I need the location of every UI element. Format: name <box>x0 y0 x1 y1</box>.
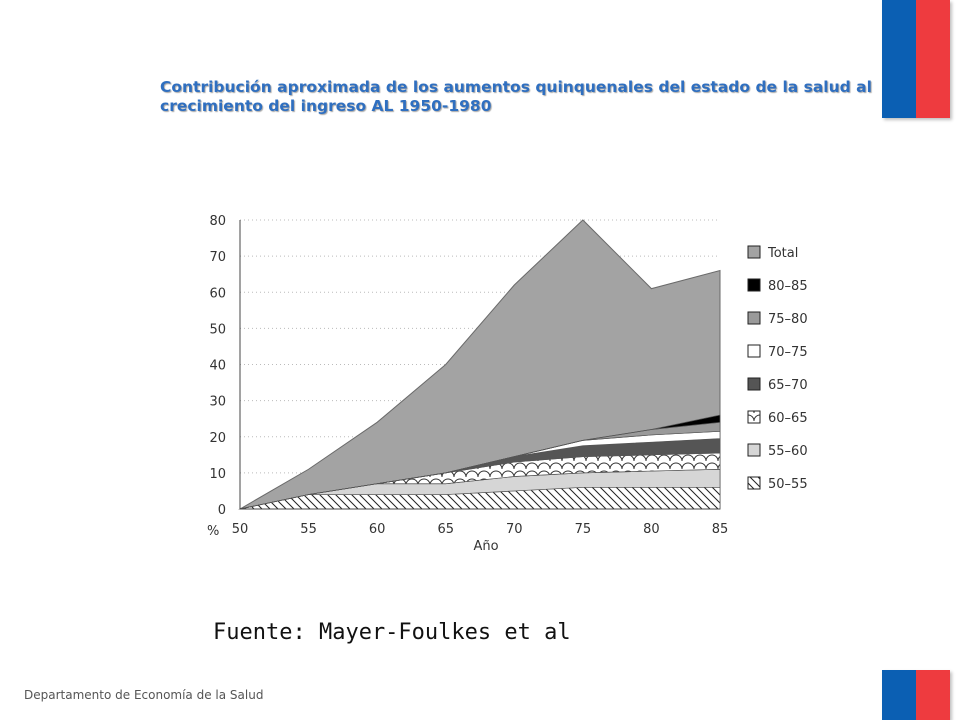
legend-label: 75–80 <box>768 312 808 327</box>
legend-label: Total <box>767 246 798 261</box>
area-total <box>238 219 721 510</box>
legend-swatch <box>747 311 761 325</box>
y-tick-label: 40 <box>209 359 226 374</box>
x-tick-label: 70 <box>506 522 523 537</box>
x-tick-label: 80 <box>643 522 660 537</box>
legend-swatch <box>747 278 761 292</box>
x-tick-label: 60 <box>369 522 386 537</box>
y-tick-label: 70 <box>209 250 226 265</box>
flag-stripe-blue <box>882 0 916 118</box>
legend-label: 80–85 <box>768 279 808 294</box>
y-tick-label: 50 <box>209 322 226 337</box>
x-tick-label: 55 <box>300 522 317 537</box>
footer-department: Departamento de Economía de la Salud <box>24 688 264 702</box>
y-axis-label: % <box>207 524 219 539</box>
legend-swatch <box>747 410 761 424</box>
x-tick-label: 85 <box>712 522 729 537</box>
flag-stripe-red <box>916 0 950 118</box>
legend-swatch <box>747 245 761 259</box>
y-tick-label: 80 <box>209 214 226 229</box>
x-tick-label: 50 <box>232 522 249 537</box>
flag-top <box>882 0 950 118</box>
flag-stripe-blue <box>882 670 916 720</box>
legend-swatch <box>747 476 761 490</box>
legend-swatch <box>747 443 761 457</box>
legend-label: 70–75 <box>768 345 808 360</box>
legend-swatch <box>747 377 761 391</box>
flag-bottom <box>882 670 950 720</box>
legend-swatch <box>747 344 761 358</box>
y-tick-label: 20 <box>209 431 226 446</box>
area-chart: 0 10 20 30 40 50 60 70 80 50 55 60 65 70 75 80 85% Año Tot… <box>207 214 808 554</box>
legend-label: 60–65 <box>768 411 808 426</box>
slide-title: Contribución aproximada de los aumentos … <box>160 78 872 115</box>
y-tick-label: 0 <box>218 503 226 518</box>
flag-stripe-red <box>916 670 950 720</box>
y-tick-label: 10 <box>209 467 226 482</box>
x-tick-label: 75 <box>575 522 592 537</box>
legend-label: 65–70 <box>768 378 808 393</box>
legend-label: 50–55 <box>768 477 808 492</box>
y-tick-label: 60 <box>209 286 226 301</box>
x-axis-label: Año <box>473 539 498 554</box>
y-tick-label: 30 <box>209 395 226 410</box>
legend-label: 55–60 <box>768 444 808 459</box>
x-tick-label: 65 <box>437 522 454 537</box>
source-note: Fuente: Mayer-Foulkes et al <box>213 620 571 645</box>
area-series-6 <box>239 414 721 510</box>
